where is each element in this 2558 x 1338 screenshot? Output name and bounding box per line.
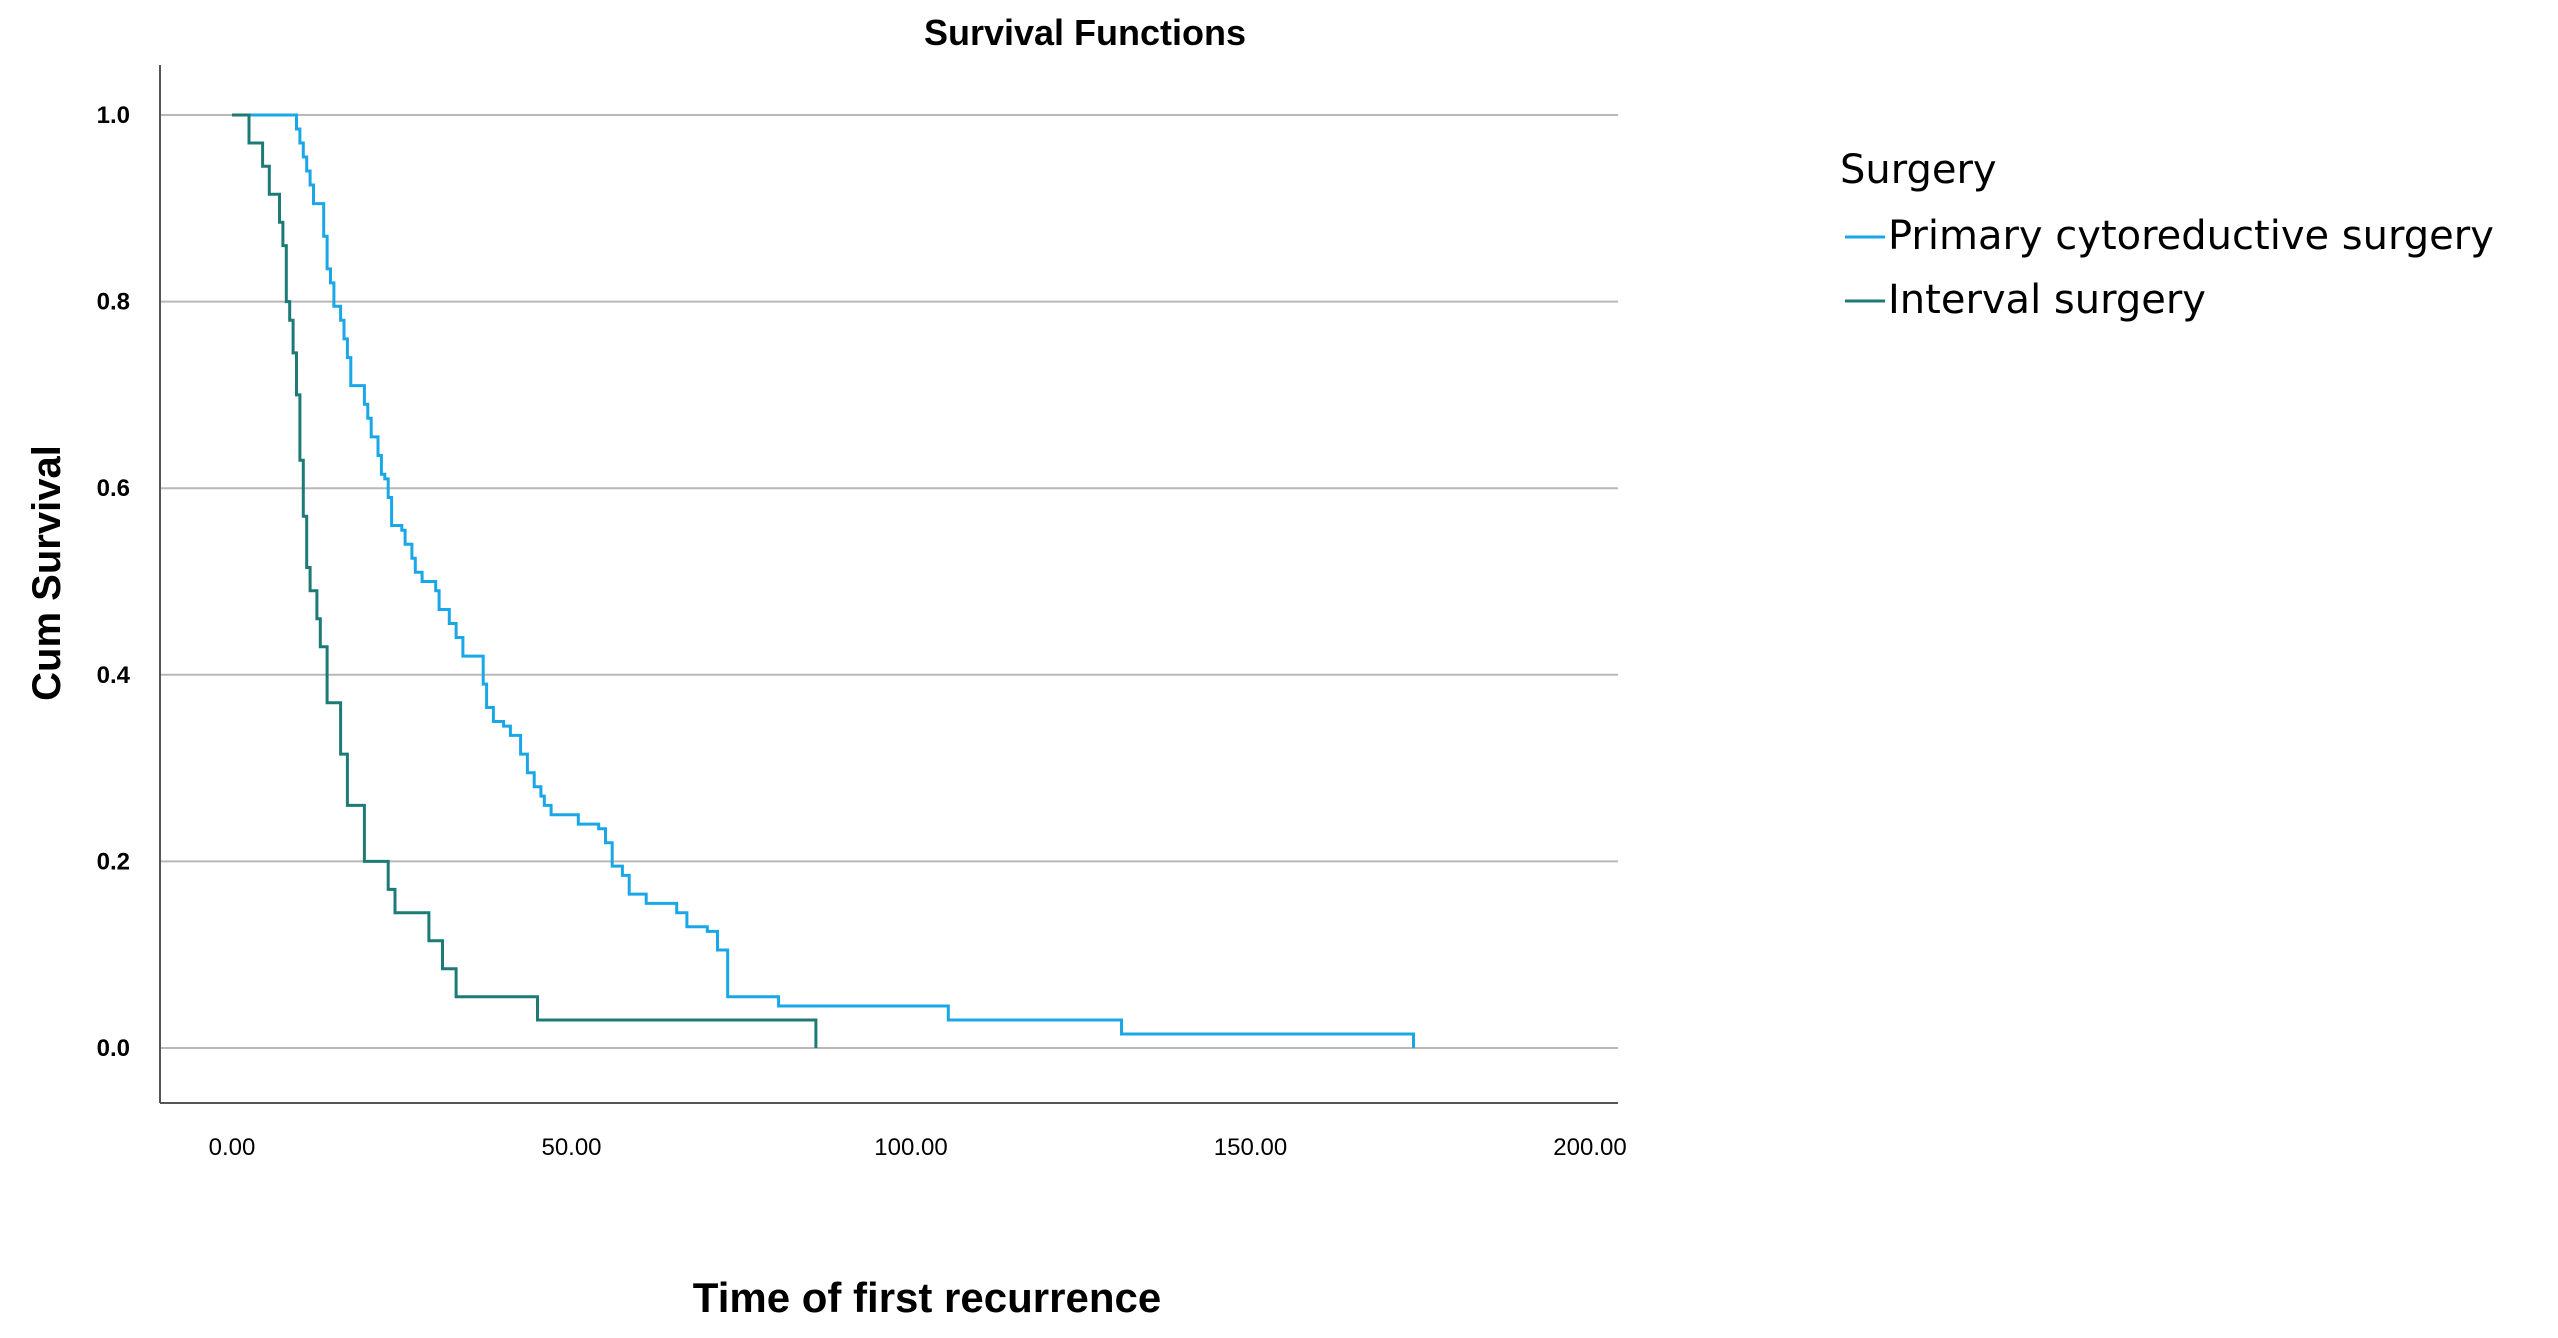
series-line-interval-surgery xyxy=(232,113,818,1048)
x-tick-labels: 0.00 50.00 100.00 150.00 200.00 xyxy=(209,1134,1627,1161)
x-axis-title: Time of first recurrence xyxy=(693,1274,1161,1321)
legend-label-primary: Primary cytoreductive surgery xyxy=(1888,213,2494,259)
y-tick-label: 0.2 xyxy=(97,848,130,875)
y-tick-label: 0.4 xyxy=(97,662,131,689)
legend-label-interval: Interval surgery xyxy=(1888,277,2206,323)
survival-curves xyxy=(232,113,1415,1048)
x-tick-label: 200.00 xyxy=(1553,1134,1626,1161)
chart-title: Survival Functions xyxy=(924,12,1246,53)
y-axis-title: Cum Survival xyxy=(25,445,69,701)
y-tick-label: 0.8 xyxy=(97,289,130,316)
x-tick-label: 50.00 xyxy=(541,1134,601,1161)
y-tick-label: 0.6 xyxy=(97,475,130,502)
x-tick-label: 0.00 xyxy=(209,1134,256,1161)
x-tick-label: 100.00 xyxy=(874,1134,947,1161)
gridlines xyxy=(160,114,1618,1049)
legend-title: Surgery xyxy=(1840,147,1997,193)
y-tick-label: 0.0 xyxy=(97,1035,130,1062)
series-line-primary-cytoreductive xyxy=(232,113,1415,1048)
x-tick-label: 150.00 xyxy=(1214,1134,1287,1161)
y-tick-label: 1.0 xyxy=(97,102,130,129)
y-tick-labels: 0.0 0.2 0.4 0.6 0.8 1.0 xyxy=(97,102,131,1062)
legend: Surgery Primary cytoreductive surgery In… xyxy=(1840,147,2494,323)
